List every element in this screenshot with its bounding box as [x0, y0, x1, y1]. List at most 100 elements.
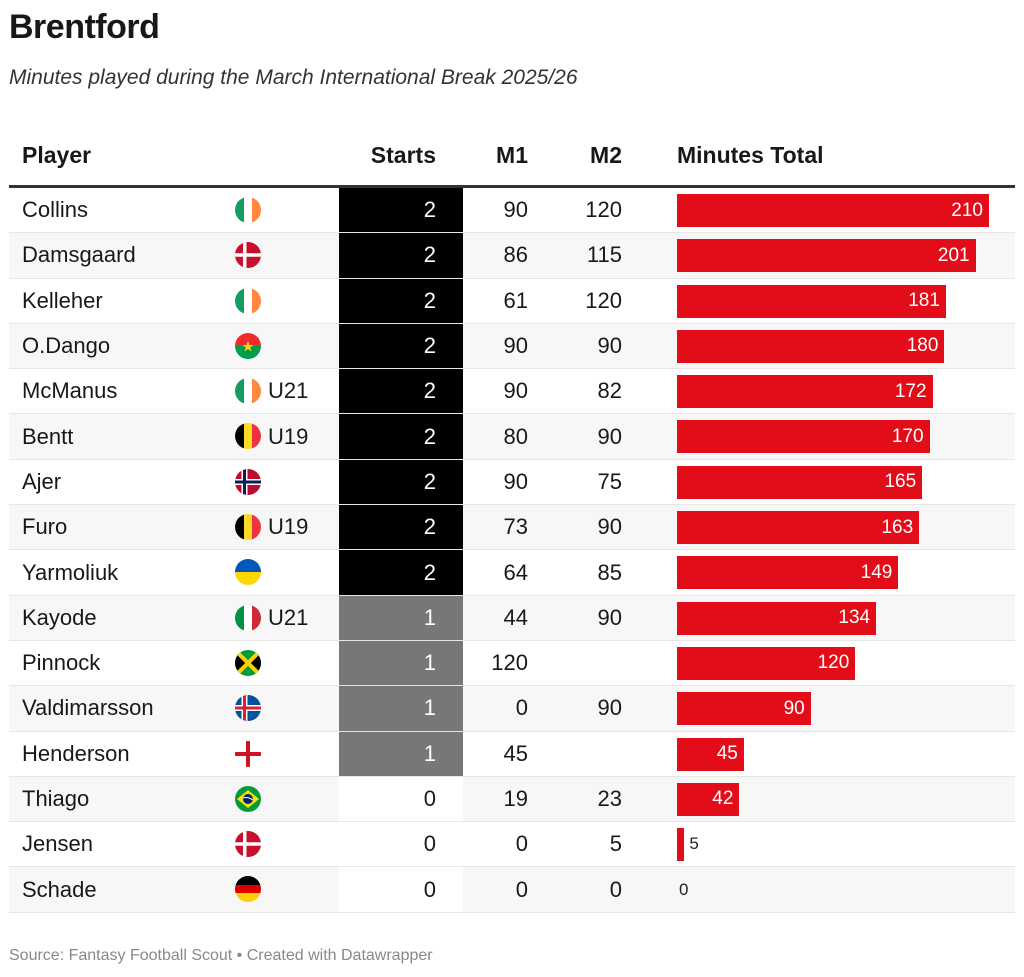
m1-cell: 0: [515, 831, 528, 857]
m1-cell: 86: [503, 242, 528, 268]
player-name: Kelleher: [22, 287, 103, 313]
table-row: Schade 0 0 0 0: [9, 867, 1015, 913]
starts-cell: 2: [339, 550, 463, 595]
header-starts: Starts: [370, 142, 436, 168]
source-footer: Source: Fantasy Football Scout • Created…: [9, 947, 433, 964]
m1-cell: 73: [503, 514, 528, 540]
starts-cell: 1: [339, 640, 463, 686]
minutes-label: 134: [838, 607, 871, 629]
minutes-label: 90: [783, 697, 805, 719]
minutes-label: 165: [884, 471, 917, 493]
starts-cell: 2: [339, 233, 463, 278]
table-body: Collins 2 90 120 210 Damsgaard 2 86 115 201 Kelleh…: [9, 188, 1015, 913]
m2-cell: 5: [609, 831, 622, 857]
m1-cell: 0: [515, 695, 528, 721]
minutes-bar: [677, 828, 685, 862]
table-row: Kelleher 2 61 120 181: [9, 278, 1015, 324]
table-row: McManus U21 2 90 82 172: [9, 369, 1015, 415]
player-name: Jensen: [22, 831, 93, 857]
starts-cell: 2: [339, 414, 463, 459]
minutes-bar: 134: [677, 601, 877, 635]
header-divider: [9, 185, 1015, 188]
starts-cell: 2: [339, 505, 463, 550]
age-group-tag: U21: [268, 378, 309, 404]
minutes-label: 181: [908, 290, 940, 312]
m1-cell: 45: [503, 740, 528, 766]
player-name: Thiago: [22, 786, 90, 811]
age-group-tag: U19: [268, 514, 309, 540]
player-name: Furo: [22, 514, 68, 540]
starts-cell: 0: [339, 867, 463, 912]
m2-cell: 75: [597, 468, 622, 494]
m2-cell: 120: [585, 197, 622, 223]
player-name: Kayode: [22, 604, 97, 630]
m1-cell: 19: [503, 786, 528, 811]
player-name: Henderson: [22, 740, 130, 766]
minutes-label: 201: [937, 244, 970, 266]
denmark-flag-icon: [235, 831, 261, 858]
italy-flag-icon: [235, 604, 261, 631]
belgium-flag-icon: [235, 514, 261, 541]
player-name: Ajer: [22, 468, 62, 494]
starts-cell: 2: [339, 188, 463, 233]
m1-cell: 44: [503, 604, 528, 630]
minutes-bar: 180: [677, 329, 945, 363]
table-row: Valdimarsson 1 0 90 90: [9, 686, 1015, 732]
starts-cell: 2: [339, 459, 463, 505]
table-row: Bentt U19 2 80 90 170: [9, 414, 1015, 460]
m1-cell: 80: [503, 423, 528, 449]
minutes-bar: 210: [677, 194, 989, 227]
table-row: Henderson 1 45 45: [9, 731, 1015, 777]
age-group-tag: U19: [268, 423, 309, 449]
minutes-label: 5: [689, 834, 699, 854]
minutes-bar: 120: [677, 646, 856, 680]
minutes-label: 120: [817, 652, 850, 674]
header-m1: M1: [496, 142, 528, 168]
m2-cell: 115: [586, 242, 622, 268]
m1-cell: 64: [503, 559, 528, 585]
minutes-bar: 172: [677, 375, 933, 409]
minutes-label: 170: [891, 425, 924, 447]
m2-cell: 90: [597, 604, 622, 630]
minutes-label: 42: [712, 788, 734, 810]
ukraine-flag-icon: [235, 559, 261, 586]
germany-flag-icon: [235, 876, 261, 903]
m1-cell: 61: [503, 287, 528, 313]
table-row: Damsgaard 2 86 115 201: [9, 233, 1015, 279]
m2-cell: 90: [597, 423, 622, 449]
minutes-label: 0: [679, 879, 689, 899]
chart-subtitle: Minutes played during the March Internat…: [9, 66, 578, 89]
minutes-label: 210: [951, 199, 983, 221]
starts-cell: 1: [339, 686, 463, 731]
m2-cell: 23: [597, 786, 622, 811]
table-row: Yarmoliuk 2 64 85 149: [9, 550, 1015, 596]
minutes-bar: 170: [677, 420, 930, 454]
starts-cell: 0: [339, 776, 463, 822]
m1-cell: 90: [503, 468, 528, 494]
denmark-flag-icon: [235, 242, 261, 269]
jamaica-flag-icon: [235, 649, 261, 676]
header-player: Player: [22, 142, 92, 168]
age-group-tag: U21: [268, 604, 309, 630]
minutes-bar: 42: [677, 782, 740, 816]
table-row: Thiago 0 19 23 42: [9, 776, 1015, 823]
player-name: Damsgaard: [22, 242, 136, 268]
minutes-label: 163: [881, 516, 914, 538]
header-minutes-total: Minutes Total: [677, 142, 824, 168]
m1-cell: 0: [515, 876, 528, 902]
player-name: Bentt: [22, 423, 74, 449]
m2-cell: [549, 641, 622, 685]
minutes-label: 45: [716, 743, 738, 765]
table-row: Ajer 2 90 75 165: [9, 459, 1015, 506]
brazil-flag-icon: [235, 785, 261, 812]
starts-cell: 0: [339, 822, 463, 867]
player-name: Collins: [22, 197, 89, 223]
m2-cell: 90: [597, 333, 622, 359]
player-name: O.Dango: [22, 333, 111, 359]
m2-cell: 90: [597, 695, 622, 721]
table-row: Jensen 0 0 5 5: [9, 822, 1015, 868]
starts-cell: 1: [339, 595, 463, 640]
player-name: Valdimarsson: [22, 695, 154, 721]
m2-cell: 90: [597, 514, 622, 540]
header-m2: M2: [590, 142, 622, 168]
